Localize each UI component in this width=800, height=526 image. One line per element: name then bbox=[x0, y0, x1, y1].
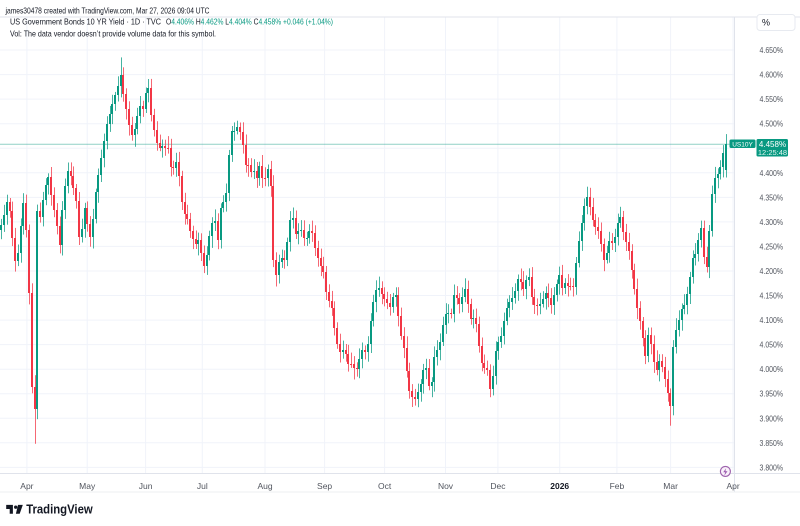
svg-text:12:25:48: 12:25:48 bbox=[758, 148, 787, 157]
svg-text:O4.406% H4.462% L4.404% C4.458: O4.406% H4.462% L4.404% C4.458% +0.046 (… bbox=[166, 17, 333, 27]
svg-text:Apr: Apr bbox=[726, 481, 739, 491]
svg-text:4.300%: 4.300% bbox=[760, 217, 784, 227]
svg-text:4.550%: 4.550% bbox=[760, 94, 784, 104]
svg-text:2026: 2026 bbox=[550, 481, 569, 491]
svg-text:Feb: Feb bbox=[610, 481, 625, 491]
svg-text:Vol: The data vendor doesn’t p: Vol: The data vendor doesn’t provide vol… bbox=[10, 29, 216, 39]
svg-text:4.050%: 4.050% bbox=[760, 340, 784, 350]
svg-text:4.650%: 4.650% bbox=[760, 45, 784, 55]
svg-text:Oct: Oct bbox=[378, 481, 392, 491]
svg-text:Dec: Dec bbox=[490, 481, 506, 491]
svg-text:4.400%: 4.400% bbox=[760, 168, 784, 178]
svg-text:May: May bbox=[79, 481, 96, 491]
svg-text:3.850%: 3.850% bbox=[760, 438, 784, 448]
svg-text:Jul: Jul bbox=[197, 481, 208, 491]
svg-text:Apr: Apr bbox=[20, 481, 33, 491]
svg-text:4.000%: 4.000% bbox=[760, 364, 784, 374]
svg-text:4.500%: 4.500% bbox=[760, 119, 784, 129]
svg-text:Sep: Sep bbox=[317, 481, 332, 491]
svg-text:james30478 created with Tradin: james30478 created with TradingView.com,… bbox=[5, 6, 210, 16]
svg-text:4.150%: 4.150% bbox=[760, 291, 784, 301]
svg-text:3.950%: 3.950% bbox=[760, 389, 784, 399]
svg-text:%: % bbox=[762, 18, 770, 28]
svg-text:US Government Bonds 10 YR Yiel: US Government Bonds 10 YR Yield · 1D · T… bbox=[10, 17, 161, 27]
svg-text:4.200%: 4.200% bbox=[760, 266, 784, 276]
svg-text:4.458%: 4.458% bbox=[759, 140, 786, 149]
svg-text:4.350%: 4.350% bbox=[760, 192, 784, 202]
svg-text:TradingView: TradingView bbox=[26, 503, 93, 517]
svg-text:4.600%: 4.600% bbox=[760, 70, 784, 80]
svg-text:Mar: Mar bbox=[663, 481, 678, 491]
svg-text:3.900%: 3.900% bbox=[760, 413, 784, 423]
svg-text:US10Y: US10Y bbox=[732, 141, 753, 148]
svg-text:4.100%: 4.100% bbox=[760, 315, 784, 325]
svg-text:Jun: Jun bbox=[139, 481, 153, 491]
svg-text:4.250%: 4.250% bbox=[760, 241, 784, 251]
svg-text:Nov: Nov bbox=[438, 481, 454, 491]
svg-text:Aug: Aug bbox=[257, 481, 272, 491]
svg-text:3.800%: 3.800% bbox=[760, 462, 784, 472]
